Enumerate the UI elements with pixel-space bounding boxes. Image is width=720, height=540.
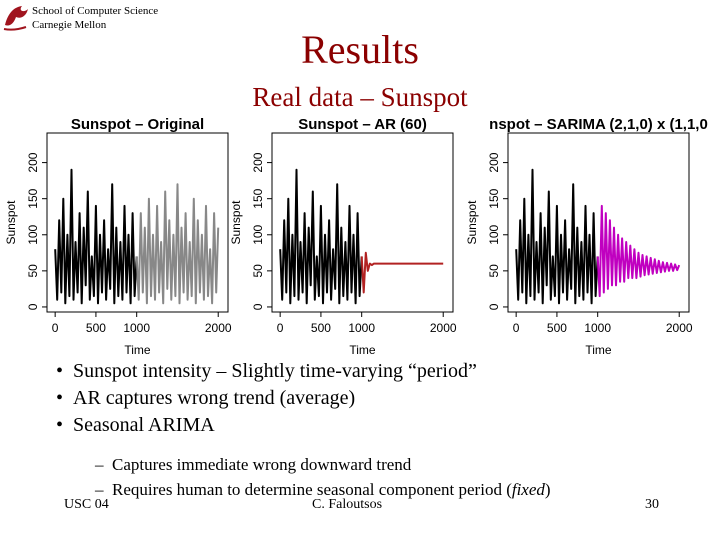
y-tick-label: 150 [487,188,501,208]
bullet: • Seasonal ARIMA [56,414,215,436]
sub-bullet-list: – Captures immediate wrong downward tren… [95,452,551,502]
page-number: 30 [645,497,659,512]
y-tick-label: 100 [487,224,501,244]
y-axis-label: Sunspot [4,200,18,245]
bullet: • Sunspot intensity – Slightly time-vary… [56,360,477,382]
y-axis-label: Sunspot [465,200,479,245]
y-tick-label: 100 [251,224,265,244]
sub-bullet-text: Captures immediate wrong downward trend [112,455,412,474]
org: School of Computer Science Carnegie Mell… [32,4,158,32]
y-tick-label: 100 [26,224,40,244]
x-tick-label: 1000 [123,321,150,335]
y-tick-label: 0 [487,303,501,310]
x-tick-label: 0 [513,321,520,335]
chart-title: Sunspot – AR (60) [298,116,427,133]
x-axis-label: Time [349,343,376,357]
x-tick-label: 2000 [430,321,457,335]
y-tick-label: 50 [26,264,40,278]
bullet-text: Seasonal ARIMA [73,414,215,436]
bullet-text: Sunspot intensity – Slightly time-varyin… [73,360,477,382]
series-line [596,204,681,298]
footer-center: C. Faloutsos [312,497,383,512]
y-tick-label: 150 [251,188,265,208]
series-line [515,168,599,305]
title: Results [301,27,419,72]
org-line: Carnegie Mellon [32,19,107,31]
subtitle: Real data – Sunspot [252,82,468,112]
bullet-text: AR captures wrong trend (average) [73,387,356,409]
chart-title: nspot – SARIMA (2,1,0) x (1,1,0 [489,116,708,133]
plot-box [507,132,690,313]
x-tick-label: 2000 [666,321,693,335]
series-line [279,168,363,305]
y-tick-label: 50 [251,264,265,278]
chart-title: Sunspot – Original [71,116,204,133]
sub-bullet-text: ) [544,480,551,499]
y-axis-label: Sunspot [229,200,243,245]
x-tick-label: 2000 [205,321,232,335]
x-axis-label: Time [585,343,612,357]
x-tick-label: 500 [311,321,331,335]
logo [3,6,28,31]
y-tick-label: 200 [251,152,265,172]
plot-box [46,132,229,313]
sub-bullet-text: Requires human to determine seasonal com… [112,480,512,499]
x-tick-label: 500 [547,321,567,335]
x-tick-label: 1000 [348,321,375,335]
y-tick-label: 0 [26,303,40,310]
sub-bullet: – Captures immediate wrong downward tren… [95,455,412,474]
x-tick-label: 1000 [584,321,611,335]
plot-box [271,132,454,313]
x-tick-label: 0 [277,321,284,335]
y-tick-label: 150 [26,188,40,208]
series-line [135,183,220,305]
bullet-list: • Sunspot intensity – Slightly time-vary… [56,358,477,439]
x-axis-label: Time [124,343,151,357]
y-tick-label: 0 [251,303,265,310]
series-line [54,168,138,305]
x-tick-label: 500 [86,321,106,335]
x-tick-label: 0 [52,321,59,335]
y-tick-label: 50 [487,264,501,278]
y-tick-label: 200 [26,152,40,172]
y-tick-label: 200 [487,152,501,172]
emphasis: fixed [511,480,545,499]
footer-left: USC 04 [64,497,109,512]
sub-bullet: – Requires human to determine seasonal c… [95,480,551,499]
bullet: • AR captures wrong trend (average) [56,387,356,409]
org-line: School of Computer Science [32,5,159,17]
series-line [360,251,444,294]
